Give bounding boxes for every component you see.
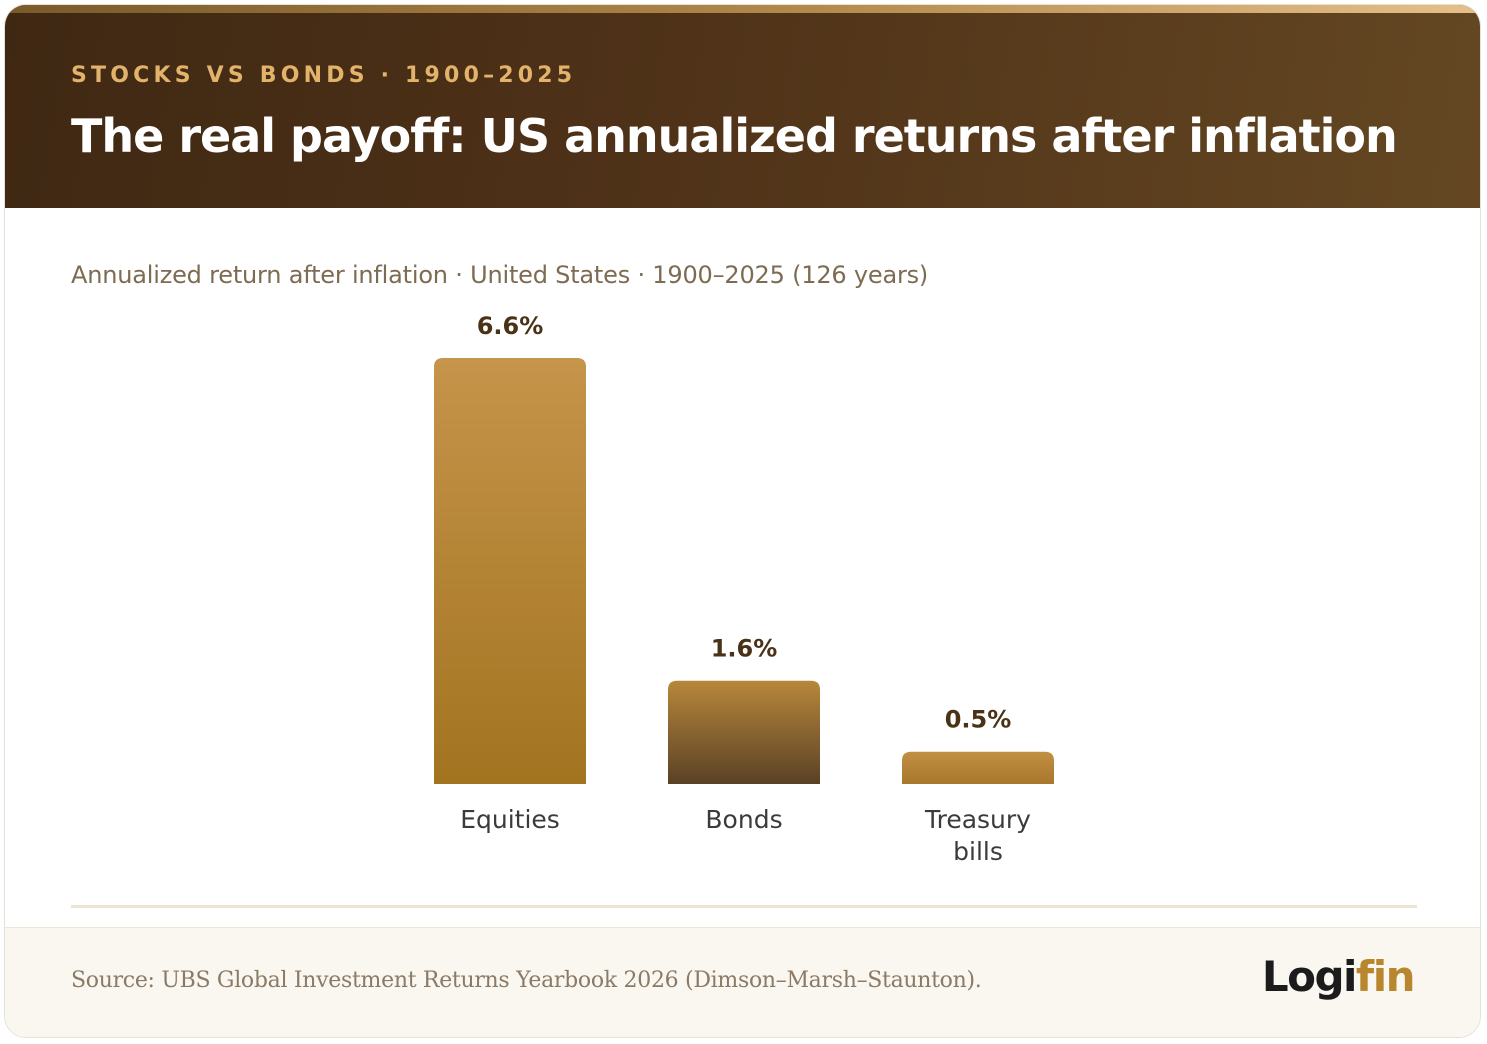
chart-title: The real payoff: US annualized returns a…	[71, 109, 1398, 163]
logo-text-accent: fin	[1355, 952, 1416, 1001]
logo-text-primary: Logi	[1261, 952, 1358, 1001]
divider-line	[71, 905, 1417, 908]
bar-chart: 6.6% Equities 1.6% Bonds 0.5% Treasury bills	[434, 312, 1054, 866]
category-label: Equities	[460, 805, 560, 834]
source-note: Source: UBS Global Investment Returns Ye…	[71, 968, 982, 993]
category-label: Bonds	[705, 805, 782, 834]
value-label: 1.6%	[711, 635, 778, 663]
eyebrow-label: STOCKS VS BONDS · 1900–2025	[71, 63, 577, 88]
value-label: 0.5%	[945, 706, 1012, 734]
bar-bonds	[668, 680, 820, 784]
header-banner: STOCKS VS BONDS · 1900–2025 The real pay…	[5, 5, 1480, 208]
chart-subtitle: Annualized return after inflation · Unit…	[71, 261, 929, 289]
brand-logo: Logifin	[1261, 952, 1416, 1001]
bar-equities	[434, 358, 586, 784]
header-accent-strip	[5, 5, 1480, 13]
chart-card: STOCKS VS BONDS · 1900–2025 The real pay…	[4, 4, 1481, 1038]
value-label: 6.6%	[477, 312, 544, 340]
category-label: Treasury bills	[924, 805, 1031, 866]
bar-treasury-bills	[902, 751, 1054, 784]
footer: Source: UBS Global Investment Returns Ye…	[5, 927, 1480, 1037]
